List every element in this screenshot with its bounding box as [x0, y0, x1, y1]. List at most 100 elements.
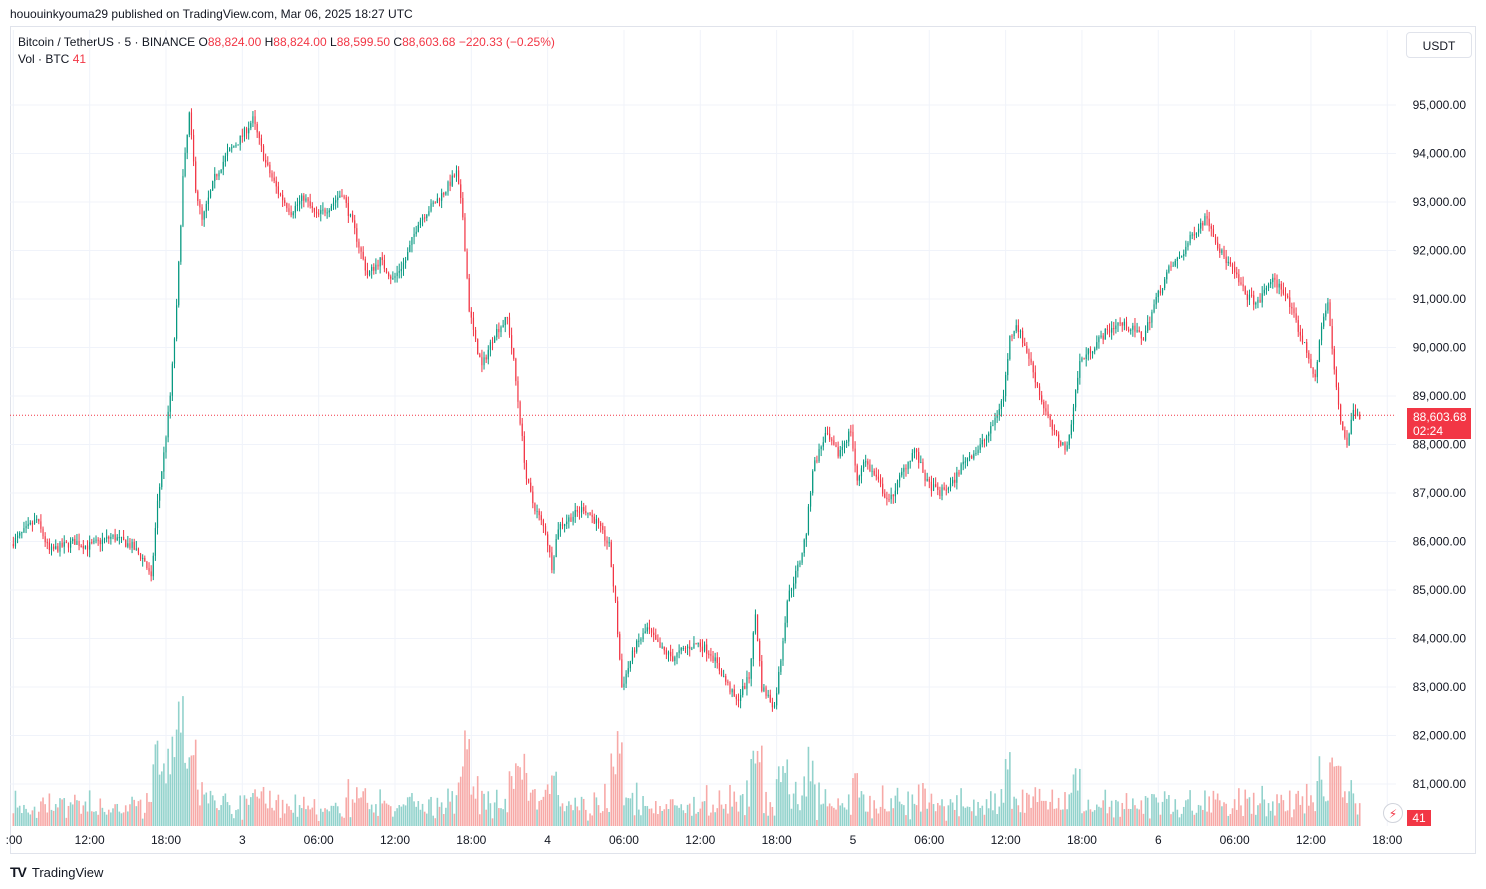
volume-bar [807, 746, 810, 826]
candle-body [110, 536, 112, 539]
candle-body [1128, 329, 1130, 331]
volume-bar [576, 806, 579, 826]
volume-bar [385, 803, 388, 826]
volume-bar [485, 809, 487, 826]
candle-body [171, 363, 173, 396]
volume-bar [816, 820, 818, 826]
candle-body [1081, 358, 1083, 362]
volume-bar [127, 811, 129, 826]
volume-bar [186, 768, 189, 826]
volume-bar [311, 807, 314, 826]
candle-body [398, 271, 400, 273]
candle-body [968, 455, 971, 458]
footer-brand[interactable]: TradingView [31, 864, 104, 880]
volume-bar [563, 811, 566, 826]
candle-body [1272, 277, 1274, 283]
candle-body [676, 652, 678, 658]
candle-body [873, 470, 875, 475]
candle-body [697, 642, 699, 645]
candle-body [1221, 250, 1223, 253]
volume-bar [707, 815, 710, 826]
candle-body [527, 478, 530, 483]
candle-body [207, 197, 210, 205]
candle-body [1070, 424, 1072, 435]
volume-bar [52, 810, 55, 826]
volume-bar [173, 757, 176, 826]
candle-body [144, 557, 146, 562]
candle-body [1323, 316, 1325, 327]
open-label: O [198, 35, 208, 49]
candle-body [222, 161, 224, 170]
candle-body [101, 539, 103, 545]
candle-body [606, 540, 608, 544]
candle-body [125, 540, 127, 547]
candle-body [82, 545, 84, 549]
volume-bar [358, 798, 360, 826]
candle-body [1034, 372, 1036, 383]
candle-body [547, 534, 549, 546]
volume-bar [1199, 805, 1202, 826]
price-tick-label: 92,000.00 [1413, 244, 1467, 258]
candle-body [95, 539, 97, 541]
candle-body [231, 147, 233, 149]
candle-body [703, 644, 706, 651]
candle-body [725, 676, 727, 682]
candle-body [731, 689, 733, 693]
candle-body [1047, 411, 1049, 417]
volume-bar [1032, 796, 1034, 826]
volume-bar [1153, 794, 1155, 826]
currency-button[interactable]: USDT [1406, 32, 1472, 58]
volume-bar [1057, 797, 1060, 826]
lightning-icon[interactable]: ⚡ [1383, 803, 1403, 823]
volume-label[interactable]: Vol · BTC [18, 52, 70, 66]
volume-bar [1055, 808, 1058, 826]
volume-bar [1293, 809, 1295, 826]
candle-body [718, 663, 720, 671]
volume-bar [727, 813, 729, 826]
volume-bar [894, 795, 897, 826]
volume-bar [811, 760, 814, 826]
volume-bar [436, 797, 439, 826]
candle-body [364, 259, 366, 271]
candle-body [424, 217, 426, 219]
candle-body [1238, 274, 1240, 283]
volume-bar [659, 806, 661, 826]
volume-bar [1238, 788, 1240, 826]
candle-body [822, 442, 824, 447]
candle-body [366, 270, 369, 276]
volume-bar [33, 806, 36, 826]
volume-bar [1123, 809, 1126, 826]
volume-bar [239, 795, 242, 826]
candle-body [739, 694, 742, 701]
volume-bar [1042, 800, 1045, 826]
volume-bar [495, 789, 498, 826]
volume-bar [110, 812, 112, 826]
volume-bar [468, 739, 470, 826]
volume-bar [1091, 811, 1094, 826]
candle-body [1200, 222, 1202, 229]
candle-body [1206, 216, 1208, 219]
candle-body [44, 536, 46, 543]
volume-bar [1072, 774, 1075, 826]
candle-body [1236, 272, 1238, 275]
candle-body [1159, 290, 1162, 294]
candle-body [69, 541, 72, 548]
volume-bar [565, 805, 568, 826]
candle-body [701, 646, 704, 651]
volume-bar [1132, 798, 1134, 826]
candle-body [517, 381, 519, 402]
volume-bar [703, 801, 706, 826]
symbol-label[interactable]: Bitcoin / TetherUS · 5 · BINANCE [18, 35, 196, 49]
volume-bar [1352, 793, 1355, 826]
candle-body [74, 538, 76, 545]
volume-bar [139, 799, 142, 826]
candle-body [1280, 283, 1282, 290]
time-tick-label: 06:00 [1220, 833, 1250, 847]
volume-bar [1070, 792, 1073, 826]
candle-body [169, 395, 171, 412]
volume-bar [1335, 766, 1338, 826]
candle-body [114, 534, 116, 541]
volume-bar [124, 805, 127, 826]
candle-body [156, 500, 159, 528]
